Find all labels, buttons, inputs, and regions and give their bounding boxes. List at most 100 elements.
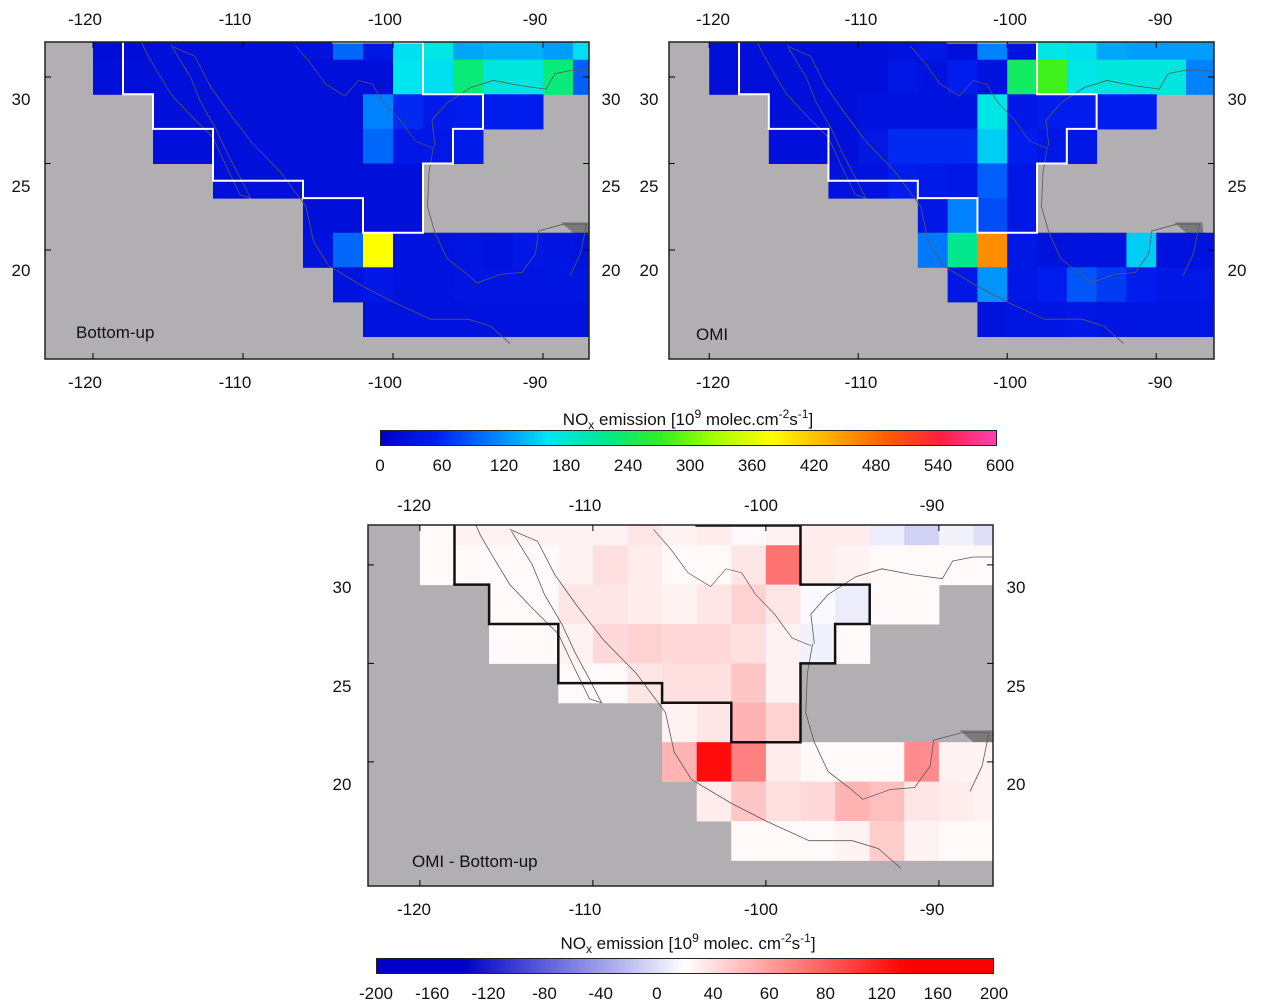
- grid-cell: [543, 232, 574, 268]
- grid-cell: [1126, 94, 1157, 130]
- grid-cell: [333, 267, 364, 303]
- grid-cell: [363, 267, 394, 303]
- grid-cell: [696, 742, 732, 783]
- grid-cell: [243, 42, 274, 61]
- grid-cell: [489, 584, 525, 625]
- grid-cell: [947, 232, 978, 268]
- grid-cell: [904, 820, 940, 861]
- grid-cell: [1096, 301, 1127, 338]
- grid-cell: [627, 545, 663, 586]
- grid-cell: [798, 42, 829, 61]
- grid-cell: [333, 128, 364, 165]
- grid-cell: [423, 267, 454, 303]
- grid-cell: [523, 584, 559, 625]
- grid-cell: [483, 267, 514, 303]
- grid-cell: [1037, 42, 1068, 61]
- grid-cell: [393, 94, 424, 130]
- grid-cell: [453, 232, 484, 268]
- grid-cell: [917, 163, 949, 199]
- grid-cell: [938, 545, 974, 586]
- grid-cell: [513, 42, 544, 61]
- panel-label-bottom-up: Bottom-up: [76, 323, 155, 342]
- grid-cell: [1096, 267, 1127, 303]
- grid-cell: [183, 128, 214, 165]
- grid-cell: [393, 198, 424, 234]
- grid-cell: [662, 663, 698, 704]
- grid-cell: [93, 42, 124, 61]
- tick-y-left: 20: [11, 261, 31, 280]
- grid-cell: [123, 42, 154, 61]
- grid-cell: [213, 42, 244, 61]
- grid-cell: [513, 301, 544, 338]
- grid-cell: [888, 128, 919, 165]
- grid-cell: [947, 198, 978, 234]
- colorbar-tick-label: 160: [923, 984, 952, 1003]
- grid-cell: [627, 623, 663, 664]
- colorbar-tick-label: 120: [489, 456, 519, 475]
- grid-cell: [243, 94, 274, 130]
- grid-cell: [917, 42, 949, 61]
- tick-x-top: -120: [396, 496, 432, 515]
- grid-cell: [731, 623, 767, 664]
- tick-x-top: -110: [844, 10, 878, 29]
- tick-x-top: -100: [992, 10, 1028, 29]
- grid-cell: [869, 545, 905, 586]
- grid-cell: [1066, 42, 1098, 61]
- tick-x-top: -120: [695, 10, 731, 29]
- grid-cell: [363, 232, 394, 268]
- grid-cell: [798, 59, 829, 95]
- colorbar-tick-label: -160: [415, 984, 450, 1003]
- colorbar-tick-label: 0: [375, 456, 385, 475]
- grid-cell: [1156, 267, 1187, 303]
- grid-cell: [333, 94, 364, 130]
- grid-cell: [662, 584, 698, 625]
- grid-cell: [1096, 59, 1127, 95]
- grid-cell: [888, 94, 919, 130]
- grid-cell: [213, 128, 244, 165]
- grid-cell: [1007, 163, 1038, 199]
- grid-cell: [917, 128, 949, 165]
- grid-cell: [333, 42, 364, 61]
- grid-cell: [1007, 232, 1038, 268]
- grid-cell: [453, 94, 484, 130]
- grid-cell: [1126, 301, 1157, 338]
- grid-cell: [419, 545, 455, 586]
- grid-cell: [363, 163, 394, 199]
- grid-cell: [977, 198, 1008, 234]
- grid-cell: [938, 525, 974, 546]
- grid-cell: [1186, 42, 1214, 61]
- grid-cell: [1126, 59, 1157, 95]
- tick-y-right: 20: [1227, 261, 1247, 280]
- colorbar-tick-label: 600: [985, 456, 1015, 475]
- tick-x-bottom: -120: [67, 373, 103, 392]
- grid-cell: [768, 94, 800, 130]
- grid-cell: [858, 128, 889, 165]
- tick-x-bottom: -120: [695, 373, 731, 392]
- grid-cell: [393, 42, 424, 61]
- grid-cell: [573, 59, 589, 95]
- grid-cell: [828, 128, 859, 165]
- grid-cell: [1096, 232, 1127, 268]
- coastline: [805, 643, 990, 800]
- grid-cell: [592, 545, 628, 586]
- coastline: [475, 525, 603, 704]
- grid-cell: [938, 742, 974, 783]
- grid-cell: [393, 301, 424, 338]
- colorbar-tick-label: -200: [358, 984, 394, 1003]
- grid-cell: [393, 232, 424, 268]
- grid-cell: [835, 525, 871, 546]
- grid-cell: [1156, 59, 1187, 95]
- grid-cell: [393, 59, 424, 95]
- grid-cell: [1007, 301, 1038, 338]
- grid-cell: [869, 584, 905, 625]
- grid-cell: [888, 59, 919, 95]
- map-panel-2: [367, 524, 994, 887]
- grid-cell: [938, 820, 974, 861]
- grid-cell: [904, 584, 940, 625]
- grid-cell: [662, 623, 698, 664]
- tick-y-left: 30: [332, 578, 352, 597]
- tick-x-top: -100: [743, 496, 779, 515]
- grid-cell: [592, 525, 628, 546]
- grid-cell: [828, 59, 859, 95]
- grid-cell: [573, 267, 589, 303]
